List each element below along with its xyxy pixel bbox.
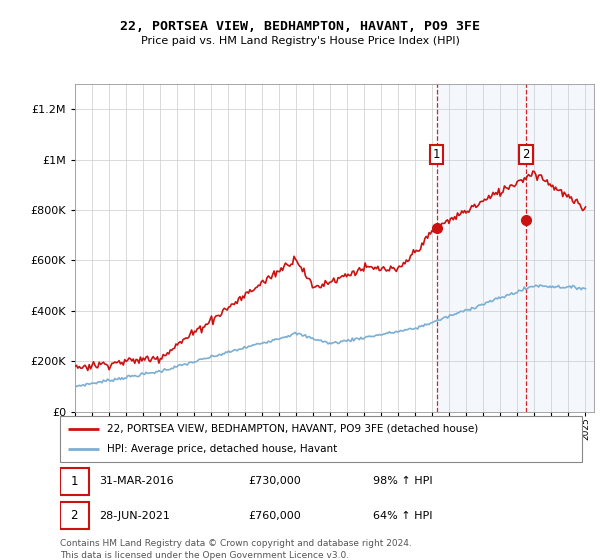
Text: 64% ↑ HPI: 64% ↑ HPI — [373, 511, 433, 521]
Text: 2: 2 — [522, 148, 530, 161]
Text: HPI: Average price, detached house, Havant: HPI: Average price, detached house, Hava… — [107, 444, 337, 454]
Bar — [437, 84, 594, 412]
Text: 22, PORTSEA VIEW, BEDHAMPTON, HAVANT, PO9 3FE: 22, PORTSEA VIEW, BEDHAMPTON, HAVANT, PO… — [120, 20, 480, 32]
Text: 22, PORTSEA VIEW, BEDHAMPTON, HAVANT, PO9 3FE (detached house): 22, PORTSEA VIEW, BEDHAMPTON, HAVANT, PO… — [107, 424, 478, 434]
Text: 28-JUN-2021: 28-JUN-2021 — [99, 511, 170, 521]
Text: Contains HM Land Registry data © Crown copyright and database right 2024.
This d: Contains HM Land Registry data © Crown c… — [60, 539, 412, 559]
Text: 31-MAR-2016: 31-MAR-2016 — [99, 477, 174, 486]
Text: £730,000: £730,000 — [248, 477, 301, 486]
Text: 1: 1 — [71, 475, 78, 488]
Text: Price paid vs. HM Land Registry's House Price Index (HPI): Price paid vs. HM Land Registry's House … — [140, 36, 460, 46]
Bar — [60, 468, 89, 495]
Text: £760,000: £760,000 — [248, 511, 301, 521]
Text: 1: 1 — [433, 148, 440, 161]
Text: 98% ↑ HPI: 98% ↑ HPI — [373, 477, 433, 486]
Text: 2: 2 — [71, 509, 78, 522]
Bar — [60, 502, 89, 529]
